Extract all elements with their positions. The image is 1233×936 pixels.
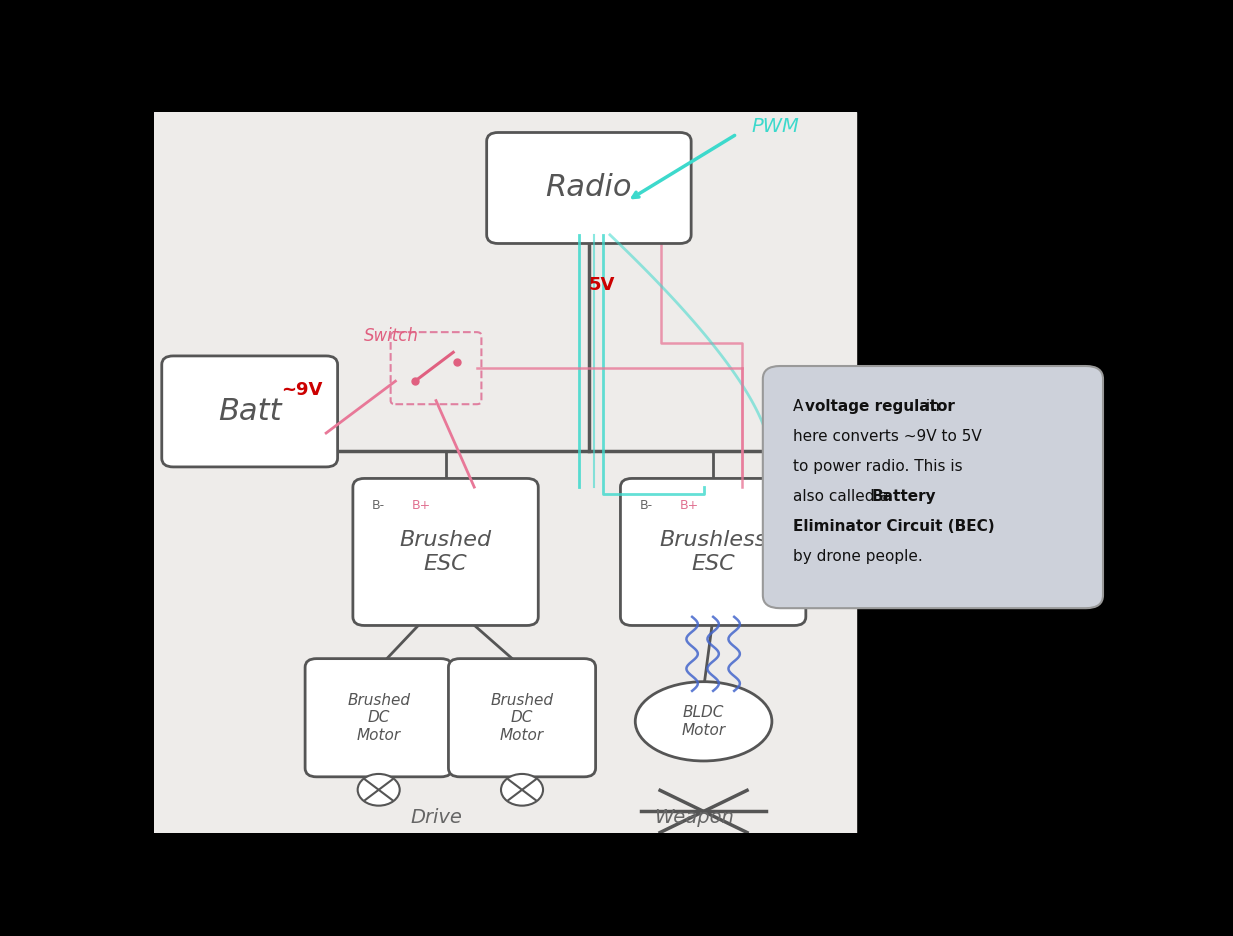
Text: Drive: Drive xyxy=(411,808,462,826)
FancyBboxPatch shape xyxy=(620,478,806,625)
Text: B-: B- xyxy=(640,499,652,512)
FancyBboxPatch shape xyxy=(763,366,1104,608)
Text: A: A xyxy=(793,399,809,414)
Text: PWM: PWM xyxy=(751,117,799,137)
Text: Batt: Batt xyxy=(218,397,281,426)
Circle shape xyxy=(358,774,399,806)
Ellipse shape xyxy=(635,681,772,761)
Text: Switch: Switch xyxy=(364,327,418,344)
Text: Weapon: Weapon xyxy=(653,808,734,826)
Text: ~9V: ~9V xyxy=(281,381,323,399)
FancyBboxPatch shape xyxy=(353,478,539,625)
Text: here converts ~9V to 5V: here converts ~9V to 5V xyxy=(793,430,983,445)
Text: 5V: 5V xyxy=(588,276,614,294)
Text: B+: B+ xyxy=(412,499,432,512)
FancyBboxPatch shape xyxy=(305,659,453,777)
Text: Battery: Battery xyxy=(872,490,936,505)
Text: Eliminator Circuit (BEC): Eliminator Circuit (BEC) xyxy=(793,519,995,534)
Text: in: in xyxy=(921,399,940,414)
Bar xyxy=(154,112,857,833)
FancyBboxPatch shape xyxy=(487,133,692,243)
Circle shape xyxy=(501,774,543,806)
Text: also called a: also called a xyxy=(793,490,894,505)
Text: BLDC
Motor: BLDC Motor xyxy=(682,705,726,738)
Text: Brushless
ESC: Brushless ESC xyxy=(660,531,767,574)
Text: Radio: Radio xyxy=(546,173,633,202)
Text: by drone people.: by drone people. xyxy=(793,549,924,564)
Text: voltage regulator: voltage regulator xyxy=(805,399,956,414)
Text: B+: B+ xyxy=(679,499,699,512)
Text: Brushed
ESC: Brushed ESC xyxy=(399,531,492,574)
Text: Brushed
DC
Motor: Brushed DC Motor xyxy=(348,693,411,742)
FancyBboxPatch shape xyxy=(449,659,596,777)
Text: B-: B- xyxy=(372,499,385,512)
FancyBboxPatch shape xyxy=(162,356,338,467)
Text: to power radio. This is: to power radio. This is xyxy=(793,460,963,475)
Text: Brushed
DC
Motor: Brushed DC Motor xyxy=(491,693,554,742)
